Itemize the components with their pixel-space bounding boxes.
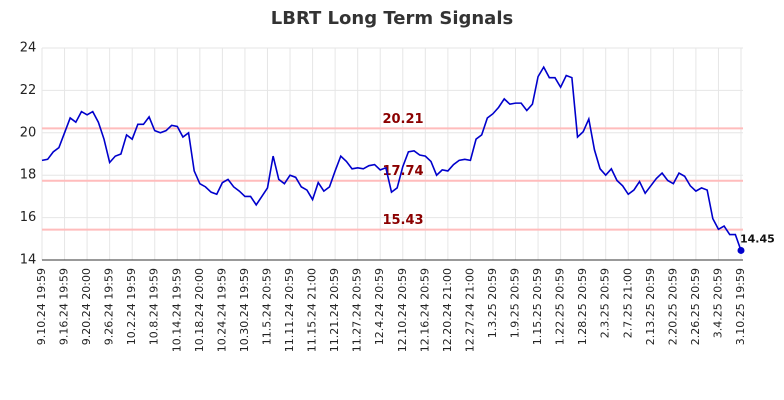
x-tick-label: 10.18.24 20:00 bbox=[193, 268, 206, 352]
x-tick-label: 12.16.24 20:59 bbox=[418, 268, 431, 352]
x-tick-label: 12.27.24 21:00 bbox=[463, 268, 476, 352]
x-tick-label: 3.10.25 19:59 bbox=[734, 268, 747, 345]
x-tick-label: 12.10.24 20:59 bbox=[396, 268, 409, 352]
x-tick-label: 1.22.25 20:59 bbox=[554, 268, 567, 345]
x-tick-label: 11.15.24 21:00 bbox=[306, 268, 319, 352]
x-tick-label: 10.2.24 19:59 bbox=[125, 268, 138, 345]
x-tick-label: 1.3.25 20:59 bbox=[486, 268, 499, 338]
x-tick-label: 2.26.25 20:59 bbox=[689, 268, 702, 345]
y-tick-label: 14 bbox=[20, 253, 37, 268]
end-point bbox=[737, 246, 745, 254]
x-tick-label: 9.26.24 19:59 bbox=[103, 268, 116, 345]
x-tick-label: 9.20.24 20:00 bbox=[80, 268, 93, 345]
end-label: 14.45 bbox=[740, 232, 775, 245]
x-tick-label: 10.30.24 19:59 bbox=[238, 268, 251, 352]
x-tick-label: 1.28.25 20:59 bbox=[576, 268, 589, 345]
x-tick-label: 10.14.24 19:59 bbox=[170, 268, 183, 352]
y-tick-label: 24 bbox=[20, 41, 37, 56]
x-tick-label: 9.10.24 19:59 bbox=[35, 268, 48, 345]
reference-label: 17.74 bbox=[382, 164, 423, 179]
x-tick-label: 1.9.25 20:59 bbox=[509, 268, 522, 338]
y-tick-label: 18 bbox=[20, 168, 37, 183]
y-tick-label: 20 bbox=[20, 125, 37, 140]
x-tick-label: 2.13.25 20:59 bbox=[644, 268, 657, 345]
y-tick-label: 16 bbox=[20, 210, 37, 225]
reference-label: 15.43 bbox=[382, 213, 423, 228]
x-tick-label: 11.11.24 20:59 bbox=[283, 268, 296, 352]
x-tick-label: 12.20.24 21:00 bbox=[441, 268, 454, 352]
x-tick-label: 10.8.24 19:59 bbox=[148, 268, 161, 345]
x-tick-label: 3.4.25 20:59 bbox=[711, 268, 724, 338]
chart-title: LBRT Long Term Signals bbox=[271, 8, 513, 29]
x-tick-label: 12.4.24 20:59 bbox=[373, 268, 386, 345]
x-tick-label: 2.7.25 21:00 bbox=[621, 268, 634, 338]
x-tick-label: 9.16.24 19:59 bbox=[58, 268, 71, 345]
x-tick-label: 2.20.25 20:59 bbox=[666, 268, 679, 345]
x-tick-label: 11.5.24 20:59 bbox=[260, 268, 273, 345]
x-tick-label: 1.15.25 20:59 bbox=[531, 268, 544, 345]
x-tick-label: 11.21.24 20:59 bbox=[328, 268, 341, 352]
y-tick-label: 22 bbox=[20, 83, 37, 98]
x-tick-label: 2.3.25 20:59 bbox=[599, 268, 612, 338]
x-tick-label: 10.24.24 19:59 bbox=[215, 268, 228, 352]
price-line bbox=[41, 65, 742, 251]
reference-label: 20.21 bbox=[382, 112, 423, 127]
x-tick-label: 11.27.24 20:59 bbox=[351, 268, 364, 352]
